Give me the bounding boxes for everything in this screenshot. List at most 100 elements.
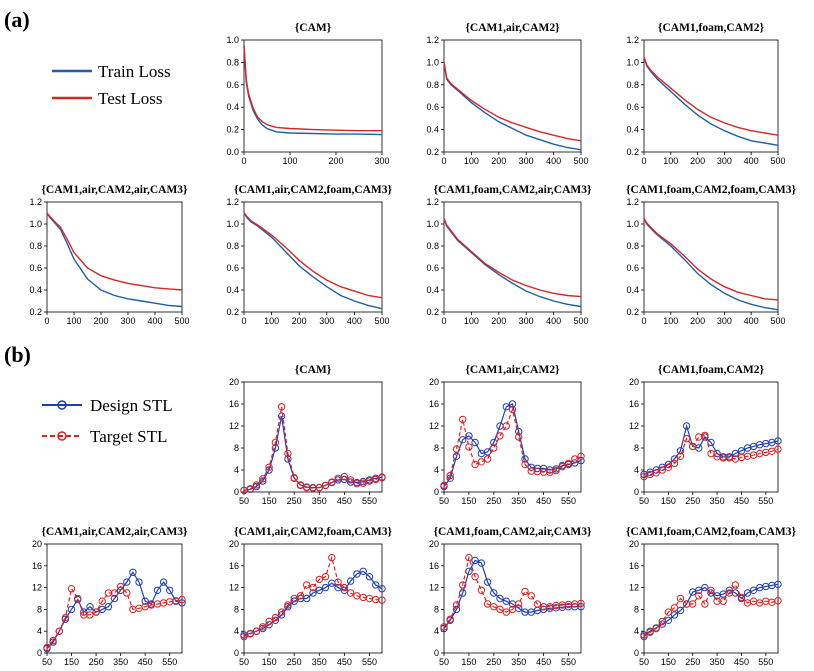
data-point-design-stl: [502, 597, 510, 605]
data-point-design-stl: [483, 448, 492, 456]
data-point-target-stl: [646, 628, 654, 636]
series-line-train-loss: [643, 218, 779, 311]
plot-frame: [643, 543, 779, 654]
x-tick-label: 450: [536, 496, 551, 506]
x-tick-label: 400: [744, 156, 759, 166]
data-point-target-stl: [701, 431, 709, 440]
x-tick-label: 150: [461, 657, 476, 667]
data-point-design-stl: [141, 597, 149, 605]
chart-b2: {CAM1,air,CAM2} 50 150 250 350 450 550 0 4 8 12 16 2…: [429, 364, 585, 506]
x-tick-label: 350: [312, 657, 327, 667]
data-point-target-stl: [309, 583, 317, 592]
data-point-target-stl: [446, 471, 454, 480]
x-tick-label: 0: [641, 316, 646, 326]
y-tick-label: 0.6: [426, 263, 439, 273]
x-tick-label: 500: [573, 156, 588, 166]
data-point-target-stl: [483, 600, 492, 608]
x-tick-label: 500: [770, 156, 785, 166]
x-tick-label: 550: [162, 657, 177, 667]
x-tick-label: 550: [561, 496, 576, 506]
y-tick-label: 8: [434, 604, 439, 614]
x-tick-label: 50: [42, 657, 52, 667]
y-tick-label: 0.4: [626, 285, 639, 295]
data-point-target-stl: [490, 444, 498, 452]
y-tick-label: 20: [429, 539, 439, 549]
x-tick-label: 100: [66, 316, 81, 326]
series-line-train-loss: [243, 212, 383, 310]
series-line-target-stl: [643, 583, 779, 638]
x-tick-label: 200: [690, 316, 705, 326]
data-point-target-stl: [259, 475, 267, 483]
y-tick-label: 0.4: [626, 125, 639, 135]
data-point-design-stl: [452, 452, 461, 460]
x-tick-label: 50: [239, 496, 249, 506]
y-tick-label: 12: [429, 583, 439, 593]
x-tick-label: 150: [661, 657, 676, 667]
data-point-target-stl: [346, 476, 355, 484]
series-line-design-stl: [443, 559, 581, 629]
x-tick-label: 350: [113, 657, 128, 667]
plot-frame: [643, 381, 779, 493]
series-line-test-loss: [443, 218, 582, 298]
data-point-target-stl: [652, 624, 660, 633]
data-point-target-stl: [670, 604, 679, 612]
y-tick-label: 0.6: [626, 263, 639, 273]
x-tick-label: 550: [362, 496, 377, 506]
x-tick-label: 550: [561, 657, 576, 667]
chart-title: {CAM}: [295, 364, 332, 376]
y-tick-label: 1.2: [29, 197, 42, 207]
legend-a: Train Loss Test Loss: [52, 62, 171, 108]
x-tick-label: 50: [639, 657, 649, 667]
data-point-target-stl: [328, 553, 336, 562]
x-tick-label: 400: [546, 156, 561, 166]
y-tick-label: 16: [429, 399, 439, 409]
data-point-design-stl: [502, 403, 510, 411]
series-line-train-loss: [443, 62, 582, 151]
data-point-target-stl: [719, 597, 727, 605]
data-point-design-stl: [309, 589, 317, 597]
data-point-design-stl: [135, 578, 143, 586]
data-point-target-stl: [61, 613, 70, 622]
data-point-target-stl: [303, 581, 311, 589]
data-point-target-stl: [340, 472, 349, 481]
data-point-target-stl: [508, 605, 517, 614]
x-tick-label: 250: [685, 657, 700, 667]
series-line-test-loss: [243, 212, 383, 299]
data-point-target-stl: [707, 586, 715, 594]
data-point-design-stl: [153, 586, 162, 594]
y-tick-label: 16: [32, 561, 42, 571]
data-point-target-stl: [774, 445, 782, 453]
chart-a6: {CAM1,foam,CAM2,air,CAM3} 0 100 200 300 400 50…: [426, 184, 592, 326]
data-point-target-stl: [640, 632, 648, 641]
data-point-target-stl: [725, 589, 733, 597]
data-point-target-stl: [465, 443, 473, 451]
x-tick-label: 450: [734, 496, 749, 506]
x-tick-label: 200: [93, 316, 108, 326]
y-tick-label: 1.0: [426, 57, 439, 67]
data-point-design-stl: [521, 455, 529, 463]
data-point-target-stl: [334, 578, 342, 586]
y-tick-label: 1.0: [29, 219, 42, 229]
x-tick-label: 250: [89, 657, 104, 667]
x-tick-label: 0: [441, 156, 446, 166]
data-point-target-stl: [471, 460, 479, 469]
data-point-target-stl: [252, 481, 261, 489]
data-point-design-stl: [166, 586, 174, 594]
plot-frame: [443, 39, 582, 153]
y-tick-label: 20: [629, 377, 639, 387]
data-point-target-stl: [271, 613, 280, 622]
data-point-design-stl: [707, 589, 715, 597]
y-tick-label: 8: [234, 443, 239, 453]
y-tick-label: 0: [37, 648, 42, 658]
data-point-target-stl: [259, 623, 267, 631]
chart-a7: {CAM1,foam,CAM2,foam,CAM3} 0 100 200 300 400 5…: [626, 184, 796, 326]
series-line-design-stl: [643, 583, 779, 636]
y-tick-label: 0.2: [29, 307, 42, 317]
data-point-target-stl: [521, 587, 529, 596]
x-tick-label: 500: [573, 316, 588, 326]
legend-b: Design STL Target STL: [42, 396, 173, 446]
series-line-test-loss: [243, 45, 382, 132]
x-tick-label: 200: [292, 316, 307, 326]
data-point-target-stl: [658, 466, 666, 474]
